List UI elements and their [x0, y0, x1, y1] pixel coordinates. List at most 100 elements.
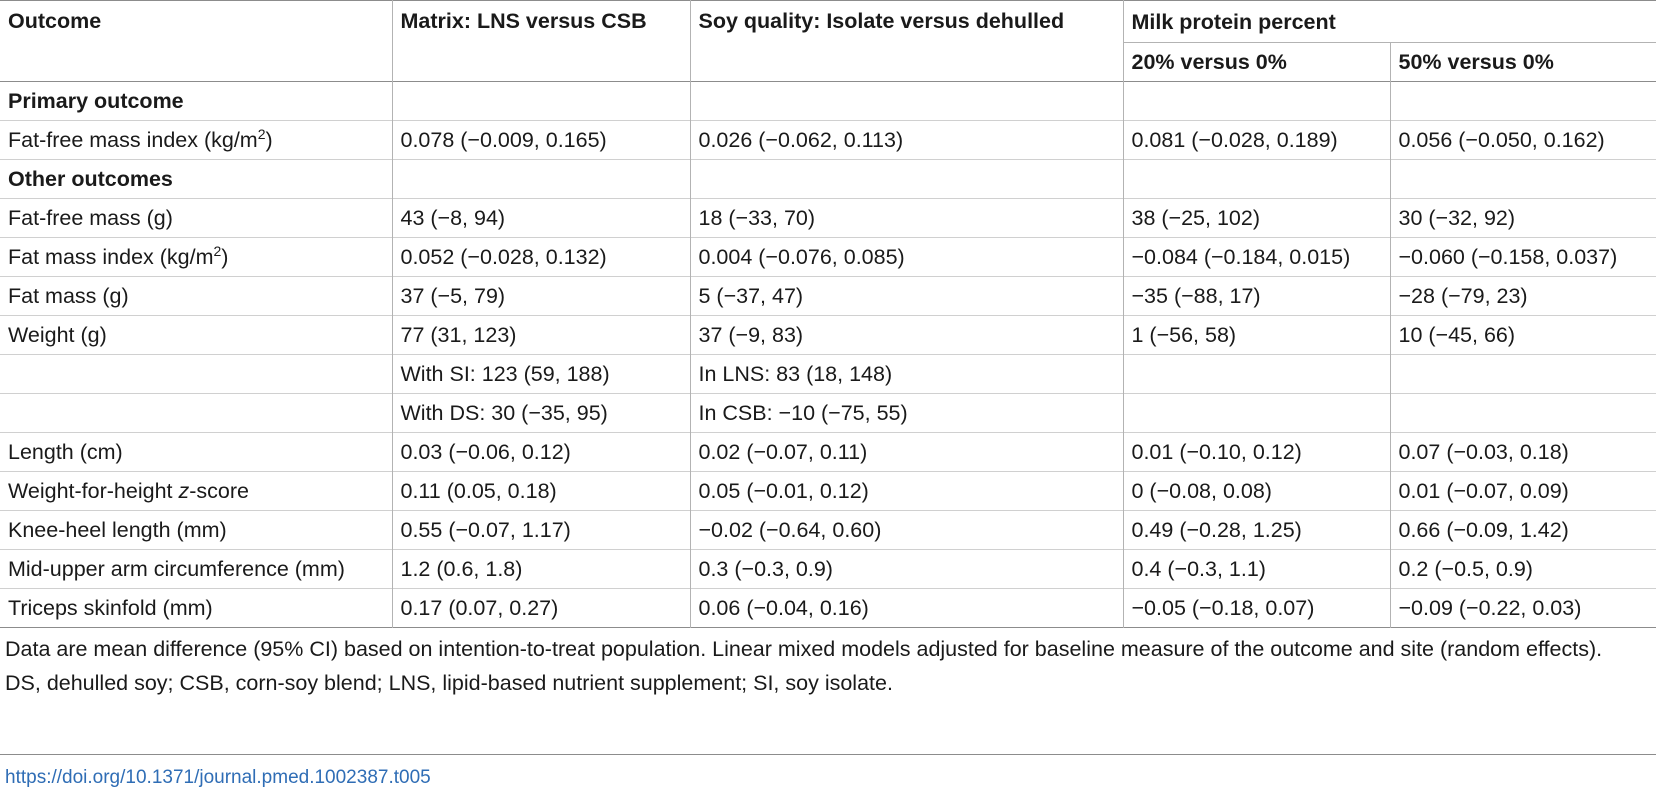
- outcome-label: Knee-heel length (mm): [0, 511, 392, 550]
- table-row: Fat-free mass (g) 43 (−8, 94) 18 (−33, 70)…: [0, 198, 1657, 238]
- header-milk-50: 50% versus 0%: [1389, 42, 1657, 82]
- milk-50-cell: −28 (−79, 23): [1389, 276, 1657, 316]
- milk-50-cell: 30 (−32, 92): [1389, 198, 1657, 238]
- milk-50-cell: [1389, 159, 1657, 199]
- milk-20-cell: 0 (−0.08, 0.08): [1122, 471, 1390, 511]
- table-row: Weight (g) 77 (31, 123) 37 (−9, 83) 1 (−56,…: [0, 315, 1657, 355]
- milk-20-cell: 38 (−25, 102): [1122, 198, 1390, 238]
- milk-20-cell: 1 (−56, 58): [1122, 315, 1390, 355]
- milk-20-cell: −35 (−88, 17): [1122, 276, 1390, 316]
- milk-50-cell: [1389, 393, 1657, 433]
- soy-quality-cell: 0.004 (−0.076, 0.085): [689, 237, 1123, 277]
- matrix-cell: With DS: 30 (−35, 95): [391, 393, 690, 433]
- section-label: Other outcomes: [8, 167, 173, 191]
- outcome-italic: z: [178, 479, 190, 503]
- milk-50-cell: [1389, 81, 1657, 121]
- milk-20-cell: 0.081 (−0.028, 0.189): [1122, 120, 1390, 160]
- table-row: Fat-free mass index (kg/m2) 0.078 (−0.009…: [0, 120, 1657, 160]
- header-milk-protein: Milk protein percent: [1122, 0, 1657, 43]
- outcome-text: Fat-free mass (g): [8, 206, 173, 230]
- soy-quality-cell: 0.06 (−0.04, 0.16): [689, 588, 1123, 628]
- outcome-label: Fat-free mass index (kg/m2): [0, 121, 392, 160]
- table-row: Length (cm) 0.03 (−0.06, 0.12) 0.02 (−0.07…: [0, 432, 1657, 472]
- outcome-label: [0, 394, 392, 433]
- outcome-text: Fat mass index (kg/m: [8, 245, 214, 269]
- table-row: With SI: 123 (59, 188) In LNS: 83 (18, 14…: [0, 354, 1657, 394]
- outcome-superscript: 2: [257, 126, 266, 142]
- results-table: Outcome Matrix: LNS versus CSB Soy quali…: [0, 0, 1657, 628]
- matrix-cell: 43 (−8, 94): [391, 198, 690, 238]
- note-methods: Data are mean difference (95% CI) based …: [5, 637, 1603, 661]
- soy-quality-cell: [689, 159, 1123, 199]
- outcome-label: Triceps skinfold (mm): [0, 589, 392, 628]
- header-matrix: Matrix: LNS versus CSB: [391, 0, 690, 82]
- section-row: Primary outcome: [0, 81, 1657, 121]
- matrix-cell: 37 (−5, 79): [391, 276, 690, 316]
- header-milk-20: 20% versus 0%: [1122, 42, 1390, 82]
- matrix-cell: 0.052 (−0.028, 0.132): [391, 237, 690, 277]
- soy-quality-cell: 0.02 (−0.07, 0.11): [689, 432, 1123, 472]
- outcome-label: Fat-free mass (g): [0, 199, 392, 238]
- milk-20-cell: [1122, 354, 1390, 394]
- milk-50-cell: −0.09 (−0.22, 0.03): [1389, 588, 1657, 628]
- matrix-cell: 0.11 (0.05, 0.18): [391, 471, 690, 511]
- outcome-text: Mid-upper arm circumference (mm): [8, 557, 345, 581]
- milk-50-cell: 0.2 (−0.5, 0.9): [1389, 549, 1657, 589]
- table-row: Fat mass index (kg/m2) 0.052 (−0.028, 0.1…: [0, 237, 1657, 277]
- outcome-label: Fat mass (g): [0, 277, 392, 316]
- outcome-label: Mid-upper arm circumference (mm): [0, 550, 392, 589]
- milk-50-cell: 0.01 (−0.07, 0.09): [1389, 471, 1657, 511]
- soy-quality-cell: 5 (−37, 47): [689, 276, 1123, 316]
- milk-50-cell: 0.07 (−0.03, 0.18): [1389, 432, 1657, 472]
- soy-quality-cell: 37 (−9, 83): [689, 315, 1123, 355]
- matrix-cell: 0.03 (−0.06, 0.12): [391, 432, 690, 472]
- milk-20-cell: 0.4 (−0.3, 1.1): [1122, 549, 1390, 589]
- outcome-suffix: ): [221, 245, 229, 269]
- soy-quality-cell: −0.02 (−0.64, 0.60): [689, 510, 1123, 550]
- table-row: Mid-upper arm circumference (mm) 1.2 (0.6…: [0, 549, 1657, 589]
- outcome-label: Weight-for-height z-score: [0, 472, 392, 511]
- milk-20-cell: 0.49 (−0.28, 1.25): [1122, 510, 1390, 550]
- outcome-text: Triceps skinfold (mm): [8, 596, 213, 620]
- table-row: Weight-for-height z-score 0.11 (0.05, 0.1…: [0, 471, 1657, 511]
- header-row: Outcome Matrix: LNS versus CSB Soy quali…: [0, 0, 1657, 82]
- outcome-suffix: ): [265, 128, 273, 152]
- outcome-label: Weight (g): [0, 316, 392, 355]
- milk-20-cell: 0.01 (−0.10, 0.12): [1122, 432, 1390, 472]
- soy-quality-cell: 0.3 (−0.3, 0.9): [689, 549, 1123, 589]
- outcome-text: Length (cm): [8, 440, 123, 464]
- footer-divider: [0, 754, 1656, 755]
- matrix-cell: 0.078 (−0.009, 0.165): [391, 120, 690, 160]
- milk-20-cell: [1122, 393, 1390, 433]
- matrix-cell: [391, 159, 690, 199]
- section-row: Other outcomes: [0, 159, 1657, 199]
- milk-50-cell: 0.66 (−0.09, 1.42): [1389, 510, 1657, 550]
- table-row: With DS: 30 (−35, 95) In CSB: −10 (−75, 5…: [0, 393, 1657, 433]
- doi-link[interactable]: https://doi.org/10.1371/journal.pmed.100…: [5, 767, 431, 788]
- header-outcome: Outcome: [8, 9, 102, 33]
- matrix-cell: 0.17 (0.07, 0.27): [391, 588, 690, 628]
- milk-50-cell: [1389, 354, 1657, 394]
- table-row: Fat mass (g) 37 (−5, 79) 5 (−37, 47) −35 (−…: [0, 276, 1657, 316]
- matrix-cell: 1.2 (0.6, 1.8): [391, 549, 690, 589]
- milk-50-cell: 0.056 (−0.050, 0.162): [1389, 120, 1657, 160]
- soy-quality-cell: In LNS: 83 (18, 148): [689, 354, 1123, 394]
- note-abbreviations: DS, dehulled soy; CSB, corn-soy blend; L…: [5, 671, 893, 695]
- section-label: Primary outcome: [8, 89, 184, 113]
- milk-20-cell: −0.084 (−0.184, 0.015): [1122, 237, 1390, 277]
- outcome-text: Fat mass (g): [8, 284, 129, 308]
- outcome-text: Weight (g): [8, 323, 107, 347]
- outcome-superscript: 2: [213, 243, 222, 259]
- table-row: Knee-heel length (mm) 0.55 (−0.07, 1.17) −…: [0, 510, 1657, 550]
- matrix-cell: 0.55 (−0.07, 1.17): [391, 510, 690, 550]
- outcome-label: Fat mass index (kg/m2): [0, 238, 392, 277]
- soy-quality-cell: In CSB: −10 (−75, 55): [689, 393, 1123, 433]
- matrix-cell: 77 (31, 123): [391, 315, 690, 355]
- milk-50-cell: −0.060 (−0.158, 0.037): [1389, 237, 1657, 277]
- soy-quality-cell: 0.026 (−0.062, 0.113): [689, 120, 1123, 160]
- milk-20-cell: [1122, 81, 1390, 121]
- soy-quality-cell: 18 (−33, 70): [689, 198, 1123, 238]
- milk-20-cell: −0.05 (−0.18, 0.07): [1122, 588, 1390, 628]
- soy-quality-cell: 0.05 (−0.01, 0.12): [689, 471, 1123, 511]
